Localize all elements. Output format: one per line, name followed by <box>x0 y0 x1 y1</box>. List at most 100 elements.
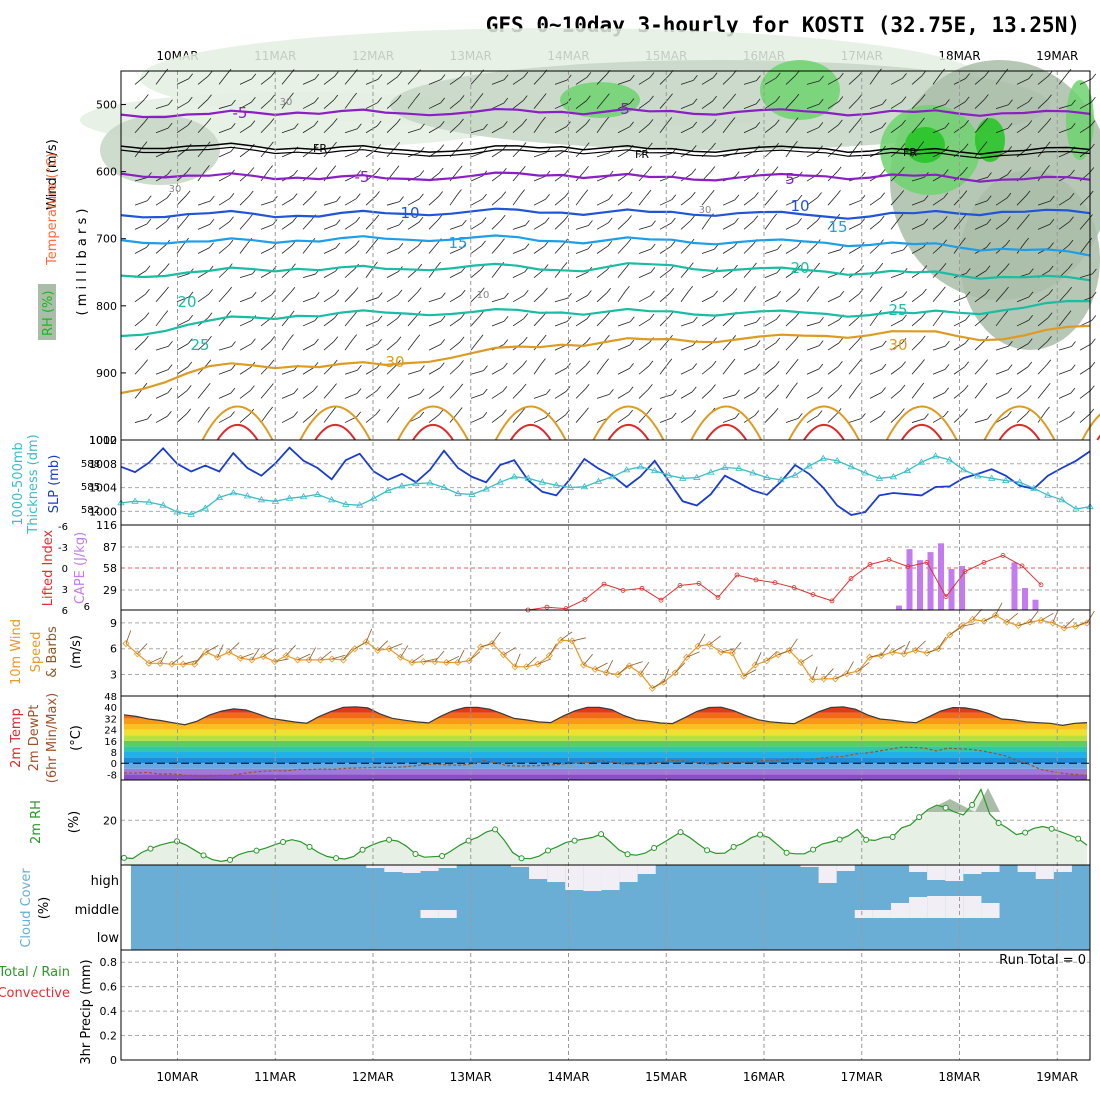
wind-barb-flag <box>1028 73 1033 79</box>
wind-barb <box>449 123 460 134</box>
label-10m-wind: 10m Wind <box>9 619 24 685</box>
wind-barb <box>197 200 211 206</box>
wind-barb <box>239 148 251 158</box>
lifted-index-marker <box>753 577 759 583</box>
wind-barb-flag <box>628 386 634 392</box>
wind-barb <box>827 218 837 230</box>
thickness-marker <box>819 454 827 461</box>
warm-cell-outer <box>397 405 469 441</box>
wind-barb-flag <box>1045 141 1051 148</box>
wind-speed-marker <box>374 646 382 654</box>
wind-barb <box>869 197 881 206</box>
wind-barb-flag <box>439 144 445 150</box>
wind-barb <box>701 272 715 279</box>
wind-barb-10m <box>640 661 650 674</box>
wind-barb-flag <box>987 413 992 420</box>
gridlines <box>177 71 1058 1060</box>
wind-barb-flag <box>880 192 885 198</box>
wind-barb <box>953 319 966 327</box>
thickness-marker <box>959 466 968 473</box>
wind-barb <box>1037 200 1051 206</box>
cloud-high-gap <box>836 865 855 871</box>
wind-barb <box>680 291 689 303</box>
temp-tick-48: 48 <box>104 692 117 703</box>
wind-barb <box>407 245 419 254</box>
wind-barb-flag <box>943 192 949 199</box>
precip-tick: 0 <box>110 1054 117 1067</box>
wind-barb <box>722 98 732 109</box>
wind-barb-flag <box>522 118 527 125</box>
wind-barb <box>428 367 441 375</box>
precip-panel: 0.80.60.40.20 <box>100 956 1090 1067</box>
wind-barb-flag <box>901 119 906 126</box>
wind-barb-flag <box>500 238 505 244</box>
wind-barb <box>134 364 144 375</box>
wind-barb-flag <box>1068 239 1074 246</box>
thickness-marker <box>299 492 308 500</box>
lifted-index-marker <box>582 597 588 602</box>
cloud-high-gap <box>800 865 819 867</box>
wind-barb-flag <box>881 387 886 393</box>
wind-barb <box>554 102 568 109</box>
wind-barb <box>512 248 526 254</box>
contour-label: FR <box>903 146 917 159</box>
wind-speed-marker <box>397 653 405 661</box>
wind-speed-marker <box>1014 621 1022 630</box>
thickness-marker <box>931 452 940 459</box>
wind-barb <box>827 101 840 109</box>
wind-barb <box>617 79 631 85</box>
wind-barb-flag <box>335 219 341 225</box>
thickness-marker <box>440 483 448 490</box>
wind-barb-flag <box>734 412 740 419</box>
wind-barb <box>260 123 271 134</box>
rh-marker <box>889 834 896 841</box>
wind-barb <box>848 293 860 303</box>
wind-barb <box>512 365 523 375</box>
wind-barb <box>764 171 775 182</box>
wind-barb-flag <box>693 75 698 81</box>
lifted-index-marker <box>791 585 797 590</box>
temp-contour-10 <box>120 207 1091 220</box>
wind-barb-flag <box>986 242 991 248</box>
wind-barb-flag <box>186 167 191 173</box>
wind-barb <box>134 317 146 327</box>
wind-barb <box>533 245 545 254</box>
wind-barb <box>890 366 902 375</box>
label-2m-temp: 2m Temp <box>9 708 24 768</box>
thickness-marker <box>622 466 631 473</box>
label-6hr-minmax: (6hr Min/Max) <box>45 693 60 783</box>
wind-barb-flag <box>228 239 234 246</box>
wind-barb-flag <box>1027 120 1033 126</box>
wind-barb-flag <box>334 71 339 77</box>
wind-barb-flag <box>478 334 484 341</box>
wind-barb-flag <box>250 385 255 391</box>
wind-barb-flag <box>648 142 653 149</box>
wind-barb-flag <box>375 191 380 197</box>
wind-barb-flag <box>838 96 844 102</box>
temp-band <box>124 706 1087 708</box>
label-convective: Convective <box>0 986 70 1001</box>
wind-barb <box>785 340 796 351</box>
label-wind-upper: Wind (m/s) <box>45 139 60 210</box>
bottom-date-18MAR: 18MAR <box>938 1070 980 1084</box>
wind-barb-flag <box>312 190 317 197</box>
wind-barb <box>974 340 985 351</box>
wind-barb <box>974 387 984 399</box>
wind-barb-flag <box>289 310 295 317</box>
wind-barb-flag <box>524 243 530 249</box>
wind-barb <box>260 411 269 423</box>
wind-barb <box>197 340 208 351</box>
wind-barb-flag <box>187 120 193 126</box>
wind-barb <box>323 341 335 351</box>
wind-speed-marker <box>694 642 702 650</box>
wind-barb-flag <box>419 193 424 200</box>
wind-barb-flag <box>440 315 446 322</box>
wind-barb-flag <box>479 311 485 317</box>
wind-barb <box>743 126 756 134</box>
wind-barb-10m <box>263 648 276 657</box>
wind-barb <box>302 172 314 182</box>
wind-barb-10m <box>1041 612 1054 621</box>
wind-barb-10m <box>800 654 813 663</box>
wind-barb <box>701 248 715 254</box>
